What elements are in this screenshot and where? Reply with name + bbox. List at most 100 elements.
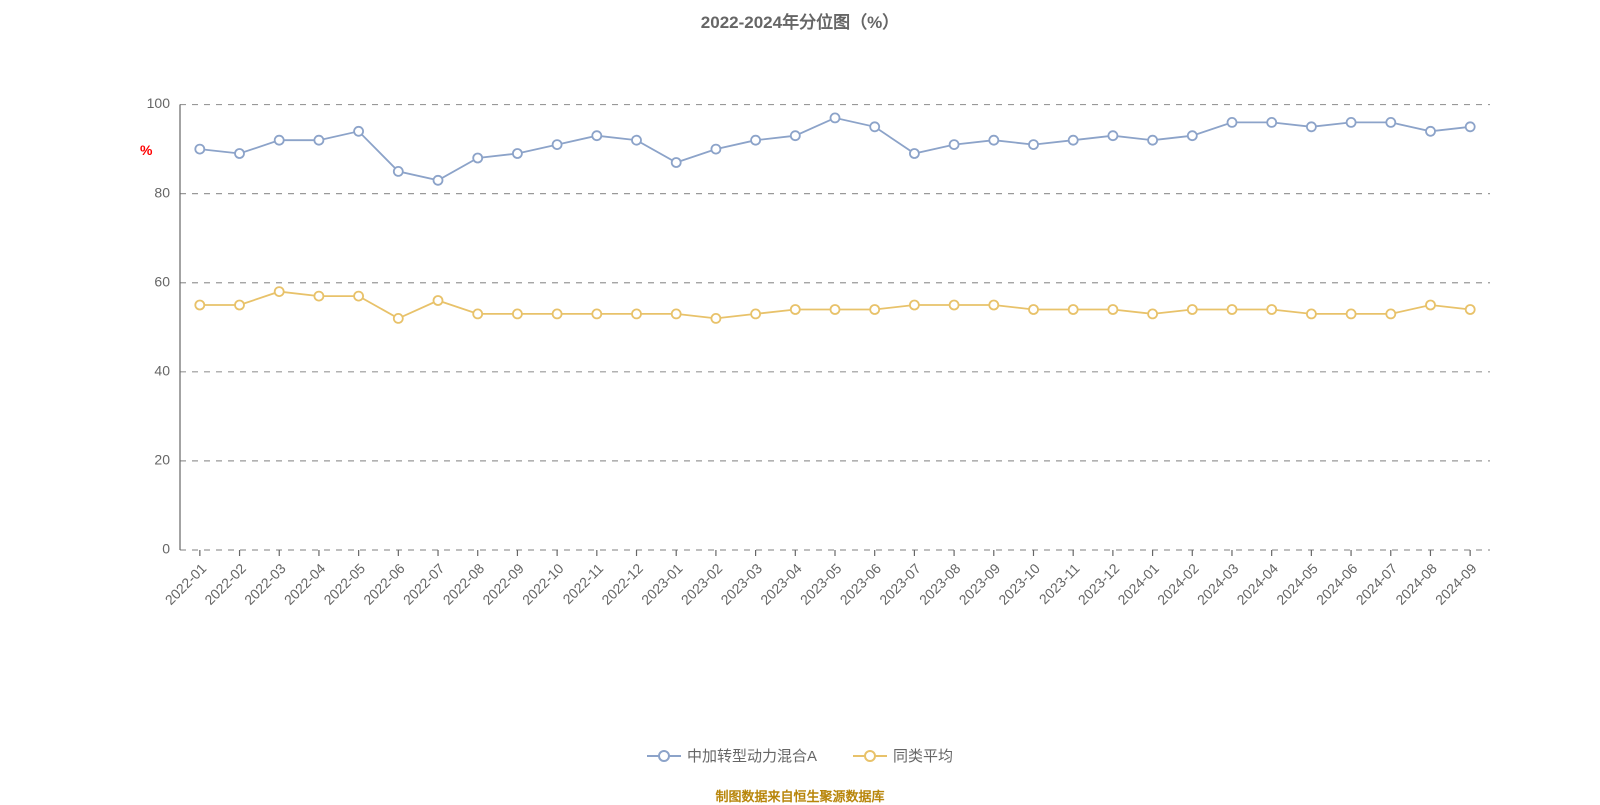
series-marker (632, 136, 641, 145)
series-marker (751, 136, 760, 145)
series-marker (1386, 118, 1395, 127)
series-marker (394, 167, 403, 176)
series-marker (513, 309, 522, 318)
chart-footer-text: 制图数据来自恒生聚源数据库 (715, 789, 884, 804)
chart-svg: 0204060801002022-012022-022022-032022-04… (0, 0, 1600, 740)
series-marker (195, 301, 204, 310)
series-marker (513, 149, 522, 158)
series-marker (632, 309, 641, 318)
series-marker (711, 145, 720, 154)
series-marker (711, 314, 720, 323)
series-marker (870, 305, 879, 314)
series-marker (831, 305, 840, 314)
series-marker (473, 309, 482, 318)
x-tick-label: 2023-11 (1036, 560, 1083, 607)
series-marker (791, 305, 800, 314)
series-marker (1029, 305, 1038, 314)
series-marker (989, 136, 998, 145)
x-tick-label: 2022-07 (400, 560, 448, 608)
percentile-line-chart: 2022-2024年分位图（%） % 0204060801002022-0120… (0, 0, 1600, 800)
series-marker (1466, 122, 1475, 131)
series-marker (592, 309, 601, 318)
series-marker (831, 113, 840, 122)
series-marker (592, 131, 601, 140)
series-marker (1108, 305, 1117, 314)
x-tick-label: 2023-02 (678, 560, 726, 608)
x-tick-label: 2024-06 (1313, 560, 1361, 608)
series-marker (1069, 305, 1078, 314)
x-tick-label: 2023-10 (995, 560, 1043, 608)
series-marker (1466, 305, 1475, 314)
y-tick-label: 60 (154, 273, 170, 289)
x-tick-label: 2022-08 (440, 560, 488, 608)
x-tick-label: 2022-04 (281, 560, 329, 608)
series-marker (1188, 305, 1197, 314)
x-tick-label: 2022-02 (201, 560, 249, 608)
y-axis-unit-label: % (140, 142, 152, 158)
series-marker (1267, 118, 1276, 127)
legend-item: 中加转型动力混合A (647, 745, 817, 766)
series-marker (1188, 131, 1197, 140)
x-tick-label: 2022-09 (479, 560, 527, 608)
series-marker (672, 158, 681, 167)
series-marker (1108, 131, 1117, 140)
series-line (200, 118, 1470, 180)
x-tick-label: 2022-03 (241, 560, 289, 608)
x-tick-label: 2024-01 (1114, 560, 1162, 608)
series-marker (354, 292, 363, 301)
series-marker (553, 140, 562, 149)
series-marker (910, 301, 919, 310)
series-marker (314, 136, 323, 145)
series-marker (275, 136, 284, 145)
series-marker (1347, 309, 1356, 318)
series-marker (314, 292, 323, 301)
series-marker (1386, 309, 1395, 318)
series-marker (434, 296, 443, 305)
x-tick-label: 2023-05 (797, 560, 845, 608)
y-tick-label: 20 (154, 452, 170, 468)
x-tick-label: 2024-05 (1273, 560, 1321, 608)
x-tick-label: 2022-05 (320, 560, 368, 608)
series-marker (235, 149, 244, 158)
x-tick-label: 2023-04 (757, 560, 805, 608)
x-tick-label: 2023-09 (956, 560, 1004, 608)
x-tick-label: 2024-04 (1233, 560, 1281, 608)
x-tick-label: 2022-12 (598, 560, 646, 608)
x-tick-label: 2023-03 (717, 560, 765, 608)
series-marker (870, 122, 879, 131)
x-tick-label: 2022-10 (519, 560, 567, 608)
series-marker (751, 309, 760, 318)
series-marker (1029, 140, 1038, 149)
series-marker (1148, 309, 1157, 318)
legend-label: 中加转型动力混合A (687, 745, 817, 766)
x-tick-label: 2023-06 (837, 560, 885, 608)
series-marker (1148, 136, 1157, 145)
series-marker (434, 176, 443, 185)
chart-footer: 制图数据来自恒生聚源数据库 (0, 786, 1600, 805)
x-tick-label: 2022-06 (360, 560, 408, 608)
x-tick-label: 2024-08 (1392, 560, 1440, 608)
series-marker (1069, 136, 1078, 145)
y-tick-label: 0 (162, 541, 170, 557)
series-marker (1426, 301, 1435, 310)
series-marker (394, 314, 403, 323)
series-marker (553, 309, 562, 318)
x-tick-label: 2023-08 (916, 560, 964, 608)
series-marker (910, 149, 919, 158)
legend-label: 同类平均 (893, 745, 953, 766)
series-marker (235, 301, 244, 310)
series-marker (195, 145, 204, 154)
y-tick-label: 80 (154, 184, 170, 200)
series-marker (950, 140, 959, 149)
series-marker (989, 301, 998, 310)
y-tick-label: 40 (154, 363, 170, 379)
series-marker (1228, 118, 1237, 127)
x-tick-label: 2023-07 (876, 560, 924, 608)
x-tick-label: 2023-01 (638, 560, 686, 608)
series-marker (1307, 122, 1316, 131)
x-tick-label: 2023-12 (1075, 560, 1123, 608)
series-marker (791, 131, 800, 140)
series-marker (672, 309, 681, 318)
x-tick-label: 2024-09 (1432, 560, 1480, 608)
x-tick-label: 2024-02 (1154, 560, 1202, 608)
